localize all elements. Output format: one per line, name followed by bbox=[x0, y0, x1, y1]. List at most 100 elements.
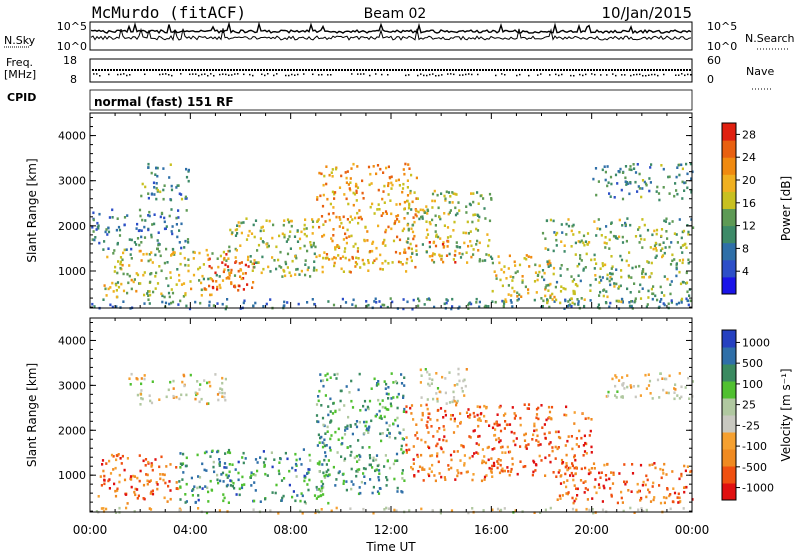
echo-cell bbox=[369, 456, 372, 460]
nave-point bbox=[159, 73, 161, 76]
echo-cell bbox=[324, 432, 327, 435]
echo-cell bbox=[662, 241, 665, 244]
echo-cell bbox=[102, 469, 105, 473]
echo-cell bbox=[538, 454, 541, 458]
freq-point bbox=[179, 69, 181, 71]
echo-cell bbox=[331, 412, 335, 415]
echo-cell bbox=[283, 235, 286, 239]
echo-cell bbox=[221, 388, 224, 391]
echo-cell bbox=[558, 469, 561, 472]
echo-cell bbox=[235, 228, 239, 231]
echo-cell bbox=[325, 253, 329, 256]
echo-cell bbox=[364, 408, 367, 412]
echo-cell bbox=[565, 453, 568, 457]
echo-cell bbox=[410, 247, 413, 251]
echo-cell bbox=[641, 270, 644, 273]
colorbar-tick-label: 12 bbox=[742, 220, 756, 233]
nave-point bbox=[504, 73, 506, 76]
echo-cell bbox=[590, 258, 593, 262]
echo-cell bbox=[139, 403, 142, 406]
echo-cell bbox=[472, 248, 475, 251]
echo-cell bbox=[198, 400, 201, 404]
echo-cell bbox=[139, 249, 142, 253]
echo-cell bbox=[172, 379, 175, 383]
freq-point bbox=[635, 69, 637, 71]
echo-cell bbox=[599, 267, 602, 270]
echo-cell bbox=[223, 391, 226, 395]
echo-cell bbox=[226, 276, 229, 279]
echo-cell bbox=[105, 228, 108, 231]
echo-cell bbox=[592, 177, 595, 181]
echo-cell bbox=[657, 192, 661, 195]
echo-cell bbox=[385, 506, 388, 510]
colorbar-swatch bbox=[722, 449, 736, 467]
echo-cell bbox=[117, 285, 121, 289]
echo-cell bbox=[382, 171, 385, 174]
echo-cell bbox=[183, 384, 186, 388]
echo-cell bbox=[203, 451, 207, 455]
echo-cell bbox=[221, 395, 224, 398]
echo-cell bbox=[116, 487, 119, 491]
echo-cell bbox=[363, 475, 366, 478]
echo-cell bbox=[654, 256, 657, 259]
echo-cell bbox=[316, 509, 319, 512]
echo-cell bbox=[345, 176, 348, 180]
echo-cell bbox=[155, 271, 158, 275]
echo-cell bbox=[183, 246, 186, 249]
echo-cell bbox=[350, 450, 353, 454]
echo-cell bbox=[354, 304, 357, 308]
echo-cell bbox=[467, 408, 470, 411]
echo-cell bbox=[329, 437, 332, 441]
echo-cell bbox=[639, 463, 643, 467]
echo-cell bbox=[133, 510, 136, 513]
echo-cell bbox=[675, 175, 678, 179]
echo-cell bbox=[103, 240, 106, 243]
echo-cell bbox=[454, 478, 457, 481]
echo-cell bbox=[336, 372, 339, 376]
echo-cell bbox=[562, 481, 566, 484]
echo-cell bbox=[357, 216, 360, 220]
echo-cell bbox=[367, 269, 370, 272]
echo-cell bbox=[345, 488, 348, 492]
echo-cell bbox=[411, 223, 415, 227]
echo-cell bbox=[156, 247, 159, 251]
echo-cell bbox=[467, 232, 470, 235]
echo-cell bbox=[663, 251, 666, 255]
colorbar-tick-label: 20 bbox=[742, 174, 756, 187]
echo-cell bbox=[309, 241, 312, 244]
nave-point bbox=[432, 73, 434, 75]
echo-cell bbox=[135, 243, 138, 246]
echo-cell bbox=[678, 218, 681, 221]
freq-point bbox=[212, 69, 214, 71]
echo-cell bbox=[268, 219, 271, 223]
echo-cell bbox=[375, 454, 379, 457]
echo-cell bbox=[129, 253, 132, 256]
echo-cell bbox=[598, 486, 601, 489]
echo-cell bbox=[504, 412, 507, 416]
echo-cell bbox=[665, 496, 668, 500]
echo-cell bbox=[651, 397, 654, 400]
echo-cell bbox=[659, 300, 662, 303]
y-axis-label: Slant Range [km] bbox=[25, 158, 39, 262]
echo-cell bbox=[215, 280, 218, 283]
echo-cell bbox=[343, 404, 346, 407]
echo-cell bbox=[435, 235, 438, 238]
echo-cell bbox=[458, 209, 461, 212]
echo-cell bbox=[294, 469, 297, 472]
echo-cell bbox=[467, 511, 470, 515]
echo-cell bbox=[266, 245, 269, 249]
echo-cell bbox=[253, 235, 256, 239]
echo-cell bbox=[126, 502, 129, 505]
freq-point bbox=[215, 69, 217, 71]
freq-point bbox=[452, 69, 454, 71]
echo-cell bbox=[132, 280, 135, 284]
echo-cell bbox=[435, 233, 438, 237]
echo-cell bbox=[516, 299, 519, 302]
echo-cell bbox=[95, 510, 98, 513]
echo-cell bbox=[636, 190, 639, 193]
echo-cell bbox=[549, 294, 552, 298]
echo-cell bbox=[562, 287, 565, 290]
echo-cell bbox=[479, 419, 482, 422]
freq-point bbox=[626, 69, 628, 71]
echo-cell bbox=[621, 300, 624, 304]
